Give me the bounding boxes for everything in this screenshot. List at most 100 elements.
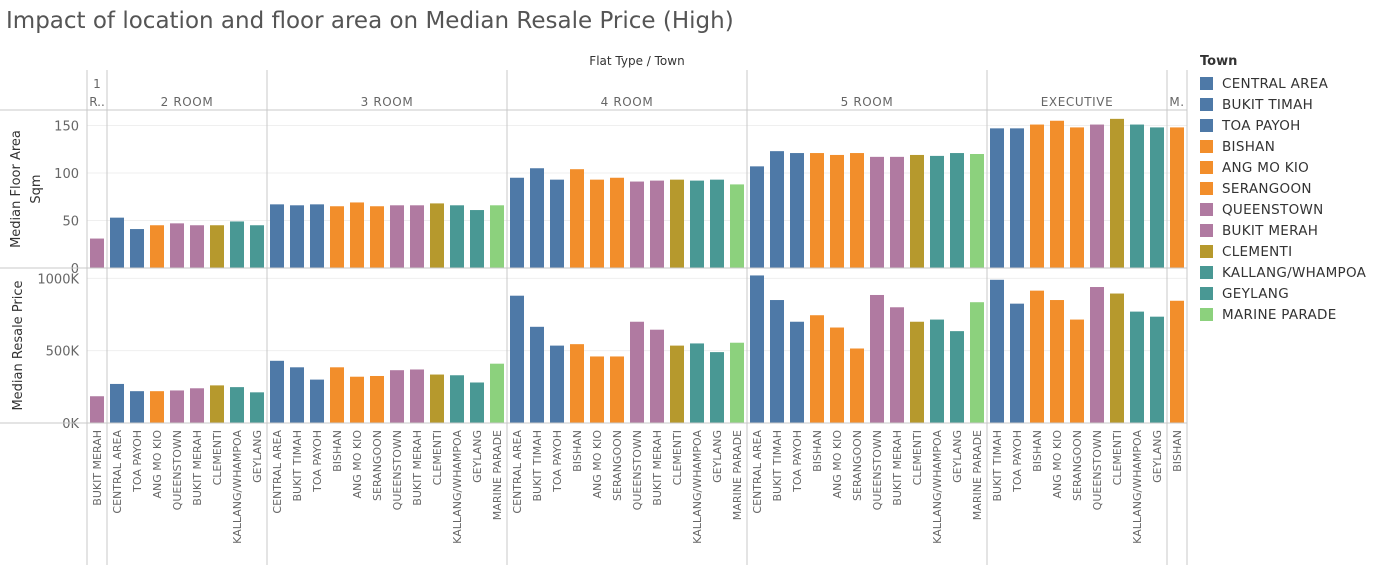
y-tick-label: 0: [71, 262, 79, 277]
bar-price: [890, 307, 904, 423]
bar-area: [1070, 127, 1084, 269]
bar-price: [670, 345, 684, 423]
bar-price: [570, 344, 584, 423]
x-tick-label: TOA PAYOH: [551, 430, 564, 493]
group-header: 1: [93, 77, 101, 91]
legend-label: CENTRAL AREA: [1222, 75, 1329, 92]
bar-area: [630, 181, 644, 268]
bar-price: [130, 391, 144, 423]
legend-item[interactable]: SERANGOON: [1200, 178, 1366, 199]
x-tick-label: BUKIT TIMAH: [531, 430, 544, 502]
legend-item[interactable]: QUEENSTOWN: [1200, 199, 1366, 220]
y-tick-label: 150: [54, 120, 79, 135]
x-tick-label: BUKIT MERAH: [891, 430, 904, 506]
legend-label: SERANGOON: [1222, 180, 1312, 197]
bar-area: [710, 179, 724, 268]
x-tick-label: CENTRAL AREA: [751, 430, 764, 514]
bar-area: [110, 217, 124, 268]
bar-price: [710, 352, 724, 423]
x-tick-label: CLEMENTI: [211, 430, 224, 485]
y-axis-title: Median Floor Area: [9, 130, 24, 248]
legend-item[interactable]: TOA PAYOH: [1200, 115, 1366, 136]
bar-area: [850, 153, 864, 268]
x-tick-label: QUEENSTOWN: [1091, 430, 1104, 510]
bar-area: [390, 205, 404, 268]
x-tick-label: CLEMENTI: [911, 430, 924, 485]
bar-area: [870, 156, 884, 268]
column-header: Flat Type / Town: [589, 54, 684, 68]
bar-area: [530, 168, 544, 268]
bar-price: [170, 390, 184, 423]
legend-item[interactable]: GEYLANG: [1200, 283, 1366, 304]
bar-price: [90, 396, 104, 423]
x-tick-label: BUKIT TIMAH: [991, 430, 1004, 502]
bar-price: [1050, 300, 1064, 423]
bar-area: [330, 206, 344, 268]
legend-item[interactable]: CLEMENTI: [1200, 241, 1366, 262]
y-tick-label: 1000K: [37, 272, 79, 287]
x-tick-label: KALLANG/WHAMPOA: [931, 430, 944, 544]
bar-price: [970, 302, 984, 423]
legend-item[interactable]: KALLANG/WHAMPOA: [1200, 262, 1366, 283]
legend-label: BUKIT TIMAH: [1222, 96, 1314, 113]
legend-swatch: [1200, 119, 1213, 132]
bar-area: [950, 153, 964, 268]
legend-swatch: [1200, 182, 1213, 195]
bar-area: [170, 223, 184, 268]
x-tick-label: MARINE PARADE: [491, 430, 504, 520]
bar-area: [930, 155, 944, 268]
y-axis-title-unit: Sqm: [29, 174, 44, 203]
x-tick-label: BUKIT MERAH: [411, 430, 424, 506]
bar-area: [370, 206, 384, 268]
legend-item[interactable]: BUKIT MERAH: [1200, 220, 1366, 241]
bar-price: [270, 360, 284, 423]
bar-area: [210, 225, 224, 268]
bar-area: [510, 177, 524, 268]
legend-title: Town: [1200, 54, 1238, 69]
legend-swatch: [1200, 245, 1213, 258]
legend-item[interactable]: MARINE PARADE: [1200, 304, 1366, 325]
group-header: R..: [89, 95, 105, 109]
legend-label: CLEMENTI: [1222, 243, 1293, 260]
x-tick-label: CLEMENTI: [671, 430, 684, 485]
bar-area: [730, 184, 744, 268]
bar-area: [670, 179, 684, 268]
legend-item[interactable]: ANG MO KIO: [1200, 157, 1366, 178]
bar-area: [470, 210, 484, 268]
bar-price: [1170, 300, 1184, 423]
bar-area: [810, 153, 824, 268]
bar-price: [910, 321, 924, 423]
bar-area: [910, 154, 924, 268]
bar-area: [490, 205, 504, 268]
bar-area: [150, 225, 164, 268]
legend-swatch: [1200, 308, 1213, 321]
bar-price: [770, 300, 784, 423]
bar-price: [450, 375, 464, 423]
bar-area: [590, 179, 604, 268]
group-header: 2 ROOM: [161, 95, 214, 109]
x-tick-label: CLEMENTI: [1111, 430, 1124, 485]
legend-label: QUEENSTOWN: [1222, 201, 1324, 218]
x-tick-label: CENTRAL AREA: [111, 430, 124, 514]
legend: Town CENTRAL AREA BUKIT TIMAH TOA PAYOH BIS…: [1200, 54, 1366, 325]
legend-swatch: [1200, 161, 1213, 174]
legend-item[interactable]: CENTRAL AREA: [1200, 73, 1366, 94]
x-tick-label: ANG MO KIO: [591, 430, 604, 499]
bar-price: [250, 392, 264, 423]
bar-price: [350, 376, 364, 423]
x-tick-label: ANG MO KIO: [351, 430, 364, 499]
legend-item[interactable]: BUKIT TIMAH: [1200, 94, 1366, 115]
bar-price: [470, 382, 484, 423]
x-tick-label: KALLANG/WHAMPOA: [691, 430, 704, 544]
group-header: 5 ROOM: [841, 95, 894, 109]
x-tick-label: BUKIT TIMAH: [291, 430, 304, 502]
y-tick-label: 100: [54, 167, 79, 182]
bar-area: [230, 221, 244, 268]
bar-price: [230, 387, 244, 423]
bar-price: [490, 363, 504, 423]
legend-item[interactable]: BISHAN: [1200, 136, 1366, 157]
bar-price: [650, 329, 664, 423]
legend-swatch: [1200, 140, 1213, 153]
chart-title: Impact of location and floor area on Med…: [6, 8, 734, 34]
